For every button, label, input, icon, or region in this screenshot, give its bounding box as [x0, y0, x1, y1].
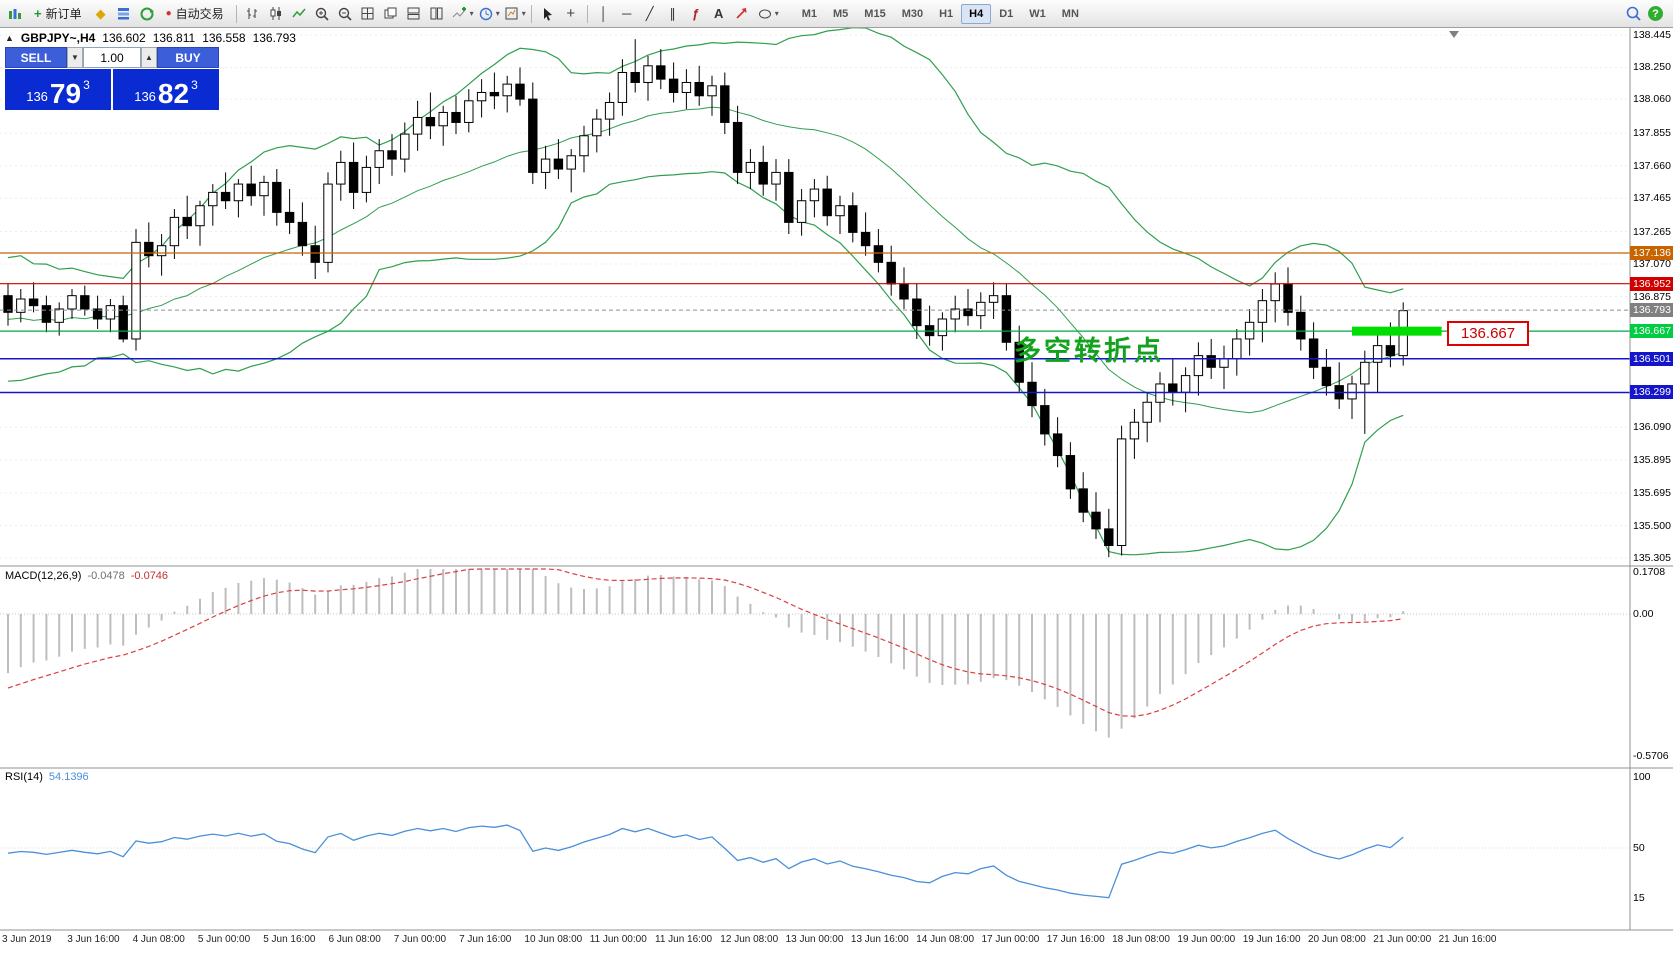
- rsi-value: 54.1396: [48, 771, 89, 783]
- zoom-out-icon[interactable]: [334, 3, 356, 25]
- trendline-icon[interactable]: ╱: [645, 6, 654, 21]
- timeframe-mn-button[interactable]: MN: [1061, 7, 1079, 20]
- crosshair-icon[interactable]: +: [566, 5, 576, 22]
- auto-trading-button[interactable]: ● 自动交易: [159, 4, 231, 24]
- toolbar-separator: [235, 4, 237, 23]
- rsi-label-row: RSI(14) 54.1396: [5, 771, 89, 783]
- timeframe-d1-button[interactable]: D1: [999, 7, 1014, 20]
- ohlc-high: 136.811: [152, 31, 196, 45]
- timeframe-m5-button[interactable]: M5: [833, 7, 849, 20]
- candlestick-chart-icon[interactable]: [265, 3, 287, 25]
- macd-layer: [7, 568, 1405, 738]
- volume-input[interactable]: 1.00: [83, 47, 141, 68]
- templates-caret-icon[interactable]: ▾: [521, 9, 526, 18]
- buy-price-box[interactable]: 136 82 3: [113, 69, 219, 110]
- panel-borders-layer: [0, 28, 1673, 931]
- cursor-icon[interactable]: [537, 3, 559, 25]
- macd-name: MACD(12,26,9): [5, 570, 82, 582]
- templates-icon[interactable]: [501, 3, 523, 25]
- macd-signal-value: -0.0746: [130, 570, 169, 582]
- chart-shift-marker: [1449, 31, 1459, 38]
- sell-price-box[interactable]: 136 79 3: [5, 69, 111, 110]
- macd-main-value: -0.0478: [87, 570, 125, 582]
- arrange-vertical-icon[interactable]: [426, 3, 448, 25]
- bollinger-layer: [7, 27, 1404, 556]
- text-tool-icon[interactable]: A: [714, 6, 724, 21]
- volume-increase-button[interactable]: ▲: [141, 47, 157, 68]
- symbol-name: GBPJPY~,H4: [20, 31, 96, 45]
- cascade-windows-icon[interactable]: [380, 3, 402, 25]
- rsi-name: RSI(14): [5, 771, 43, 783]
- grid-layer: [0, 34, 1630, 849]
- buy-price-sup: 3: [191, 78, 198, 92]
- navigator-icon[interactable]: [136, 3, 158, 25]
- ohlc-close: 136.793: [252, 31, 296, 45]
- ohlc-low: 136.558: [202, 31, 246, 45]
- timeframe-h1-button[interactable]: H1: [939, 7, 954, 20]
- ohlc-bars-icon[interactable]: [242, 3, 264, 25]
- fibonacci-icon[interactable]: ƒ: [692, 6, 700, 21]
- equidistant-channel-icon[interactable]: ∥: [669, 6, 676, 21]
- line-chart-icon[interactable]: [288, 3, 310, 25]
- arrange-horizontal-icon[interactable]: [403, 3, 425, 25]
- sell-price-prefix: 136: [26, 89, 48, 104]
- timeframe-m1-button[interactable]: M1: [801, 7, 818, 20]
- one-click-collapse-arrow[interactable]: ▲: [5, 33, 14, 43]
- horizontal-line-icon[interactable]: ─: [622, 6, 632, 21]
- timeframe-w1-button[interactable]: W1: [1029, 7, 1046, 20]
- volume-decrease-button[interactable]: ▼: [67, 47, 83, 68]
- buy-button[interactable]: BUY: [157, 47, 219, 68]
- arrow-tool-icon[interactable]: [731, 3, 753, 25]
- sell-price-sup: 3: [83, 78, 90, 92]
- sell-button[interactable]: SELL: [5, 47, 67, 68]
- new-order-button[interactable]: + 新订单: [27, 4, 89, 24]
- periods-icon[interactable]: [475, 3, 497, 25]
- sell-price-big: 79: [49, 77, 82, 109]
- search-icon[interactable]: [1622, 3, 1644, 25]
- timeframe-h4-button[interactable]: H4: [961, 3, 992, 24]
- buy-price-big: 82: [157, 77, 190, 109]
- buy-price-prefix: 136: [134, 89, 156, 104]
- timeframe-m30-button[interactable]: M30: [901, 7, 924, 20]
- chart-window-icon: [4, 3, 26, 25]
- vertical-line-icon[interactable]: │: [599, 6, 608, 21]
- market-watch-icon[interactable]: [113, 3, 135, 25]
- new-order-label: 新订单: [45, 7, 82, 21]
- main-toolbar: + 新订单 ◆ ● 自动交易: [0, 0, 1673, 28]
- toolbar-right-group: ?: [1622, 3, 1669, 25]
- macd-label-row: MACD(12,26,9) -0.0478 -0.0746: [5, 570, 168, 582]
- ohlc-open: 136.602: [102, 31, 146, 45]
- price-callout-label[interactable]: 136.667: [1447, 321, 1529, 346]
- tile-windows-icon[interactable]: [357, 3, 379, 25]
- chart-annotation[interactable]: 多空转折点: [1014, 336, 1164, 366]
- periods-caret-icon[interactable]: ▾: [495, 9, 500, 18]
- shapes-caret-icon[interactable]: ▾: [774, 9, 779, 18]
- level-lines-layer: [0, 252, 1630, 394]
- shapes-icon[interactable]: [754, 3, 776, 25]
- zoom-in-icon[interactable]: [311, 3, 333, 25]
- toolbar-separator: [530, 4, 532, 23]
- timeframe-group: M1 M5 M15 M30 H1 H4 D1 W1 MN: [794, 3, 1087, 24]
- rsi-layer: [7, 824, 1404, 899]
- timeframe-m15-button[interactable]: M15: [864, 7, 886, 20]
- one-click-trading-panel: SELL ▼ 1.00 ▲ BUY 136 79 3 136 82 3: [5, 47, 219, 110]
- indicators-icon[interactable]: [449, 3, 471, 25]
- expert-advisor-icon: ●: [165, 7, 172, 19]
- help-icon[interactable]: ?: [1648, 6, 1663, 21]
- symbol-header: ▲ GBPJPY~,H4 136.602 136.811 136.558 136…: [5, 31, 296, 45]
- auto-trading-label: 自动交易: [175, 7, 224, 21]
- toolbar-separator: [586, 4, 588, 23]
- indicators-caret-icon[interactable]: ▾: [469, 9, 474, 18]
- candles-layer: [3, 39, 1408, 558]
- plus-icon: +: [34, 6, 42, 21]
- price-alert-icon[interactable]: ◆: [95, 6, 106, 21]
